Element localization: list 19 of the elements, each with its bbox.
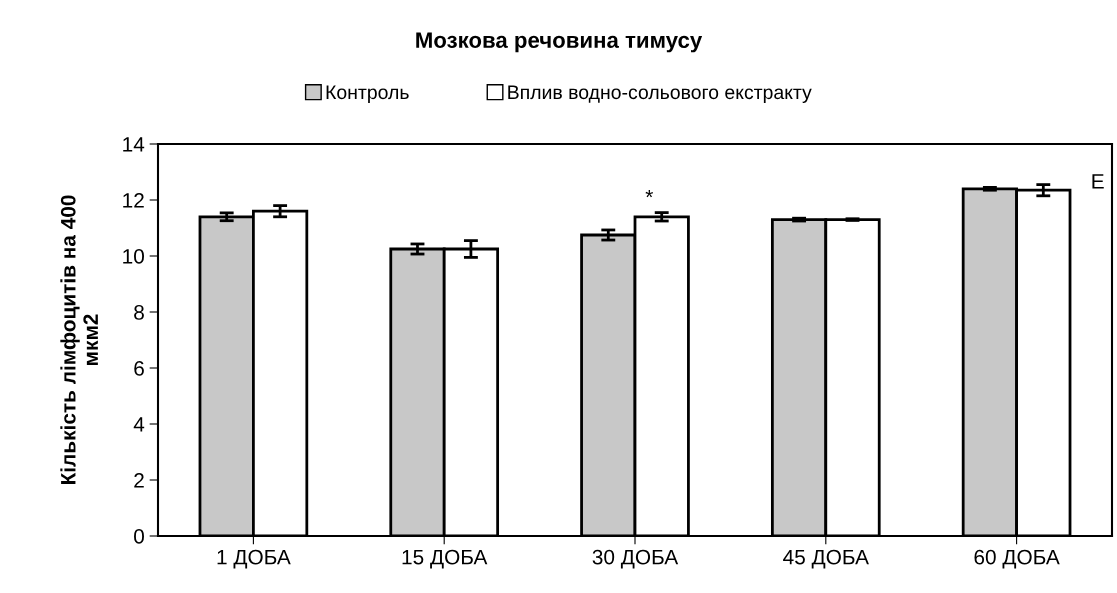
x-tick-label: 1 ДОБА <box>217 549 291 569</box>
x-tick-label: 60 ДОБА <box>974 549 1060 569</box>
x-tick-label: 45 ДОБА <box>783 549 869 569</box>
y-tick-label: 8 <box>134 305 144 320</box>
x-tick-label: 15 ДОБА <box>402 549 488 569</box>
y-tick-label: 6 <box>134 361 144 376</box>
y-axis-title: Кількість лімфоцитів на 400 мкм2 <box>60 195 98 485</box>
annotation: E <box>1092 174 1104 189</box>
chart-title: Мозкова речовина тимусу <box>416 32 703 53</box>
y-tick-label: 0 <box>134 529 144 544</box>
y-tick-label: 4 <box>133 417 145 432</box>
x-tick-label: 30 ДОБА <box>592 549 679 569</box>
y-tick-label: 12 <box>123 193 144 208</box>
y-tick-label: 10 <box>123 249 144 264</box>
legend-label: Контроль <box>326 85 409 103</box>
y-tick-label: 2 <box>134 473 144 488</box>
legend-label: Вплив водно-сольового екстракту <box>508 85 812 103</box>
annotation: * <box>645 189 654 198</box>
y-tick-label: 14 <box>123 137 145 152</box>
